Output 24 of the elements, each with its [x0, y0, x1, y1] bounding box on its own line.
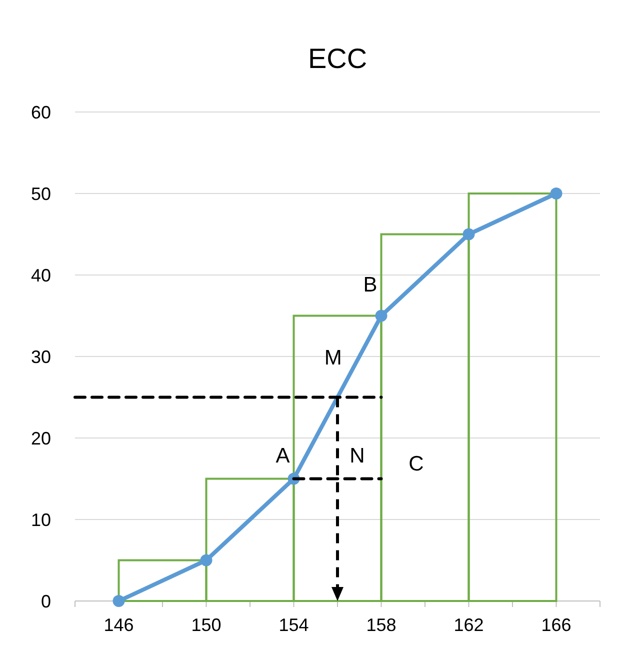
x-tick-label: 162: [454, 615, 484, 635]
y-tick-label: 60: [30, 102, 51, 122]
x-tick-label: 146: [104, 615, 134, 635]
point: [462, 228, 475, 240]
point: [550, 188, 562, 200]
annotation: N: [350, 444, 365, 468]
annotation: C: [408, 452, 424, 476]
annotation: B: [363, 273, 378, 296]
x-tick-label: 158: [366, 615, 396, 635]
chart-title: ECC: [308, 43, 368, 74]
point: [200, 554, 212, 566]
point: [375, 310, 388, 322]
y-tick-label: 30: [30, 346, 51, 367]
y-tick-label: 10: [30, 510, 51, 530]
y-tick-label: 0: [40, 591, 51, 612]
x-tick-label: 166: [541, 615, 572, 635]
annotation: A: [276, 444, 290, 468]
y-tick-label: 50: [30, 184, 51, 204]
y-tick-label: 20: [30, 428, 51, 448]
annotation: M: [324, 346, 342, 370]
y-tick-label: 40: [30, 265, 51, 286]
x-tick-label: 154: [278, 615, 309, 635]
point: [112, 595, 125, 607]
x-tick-label: 150: [191, 615, 222, 635]
